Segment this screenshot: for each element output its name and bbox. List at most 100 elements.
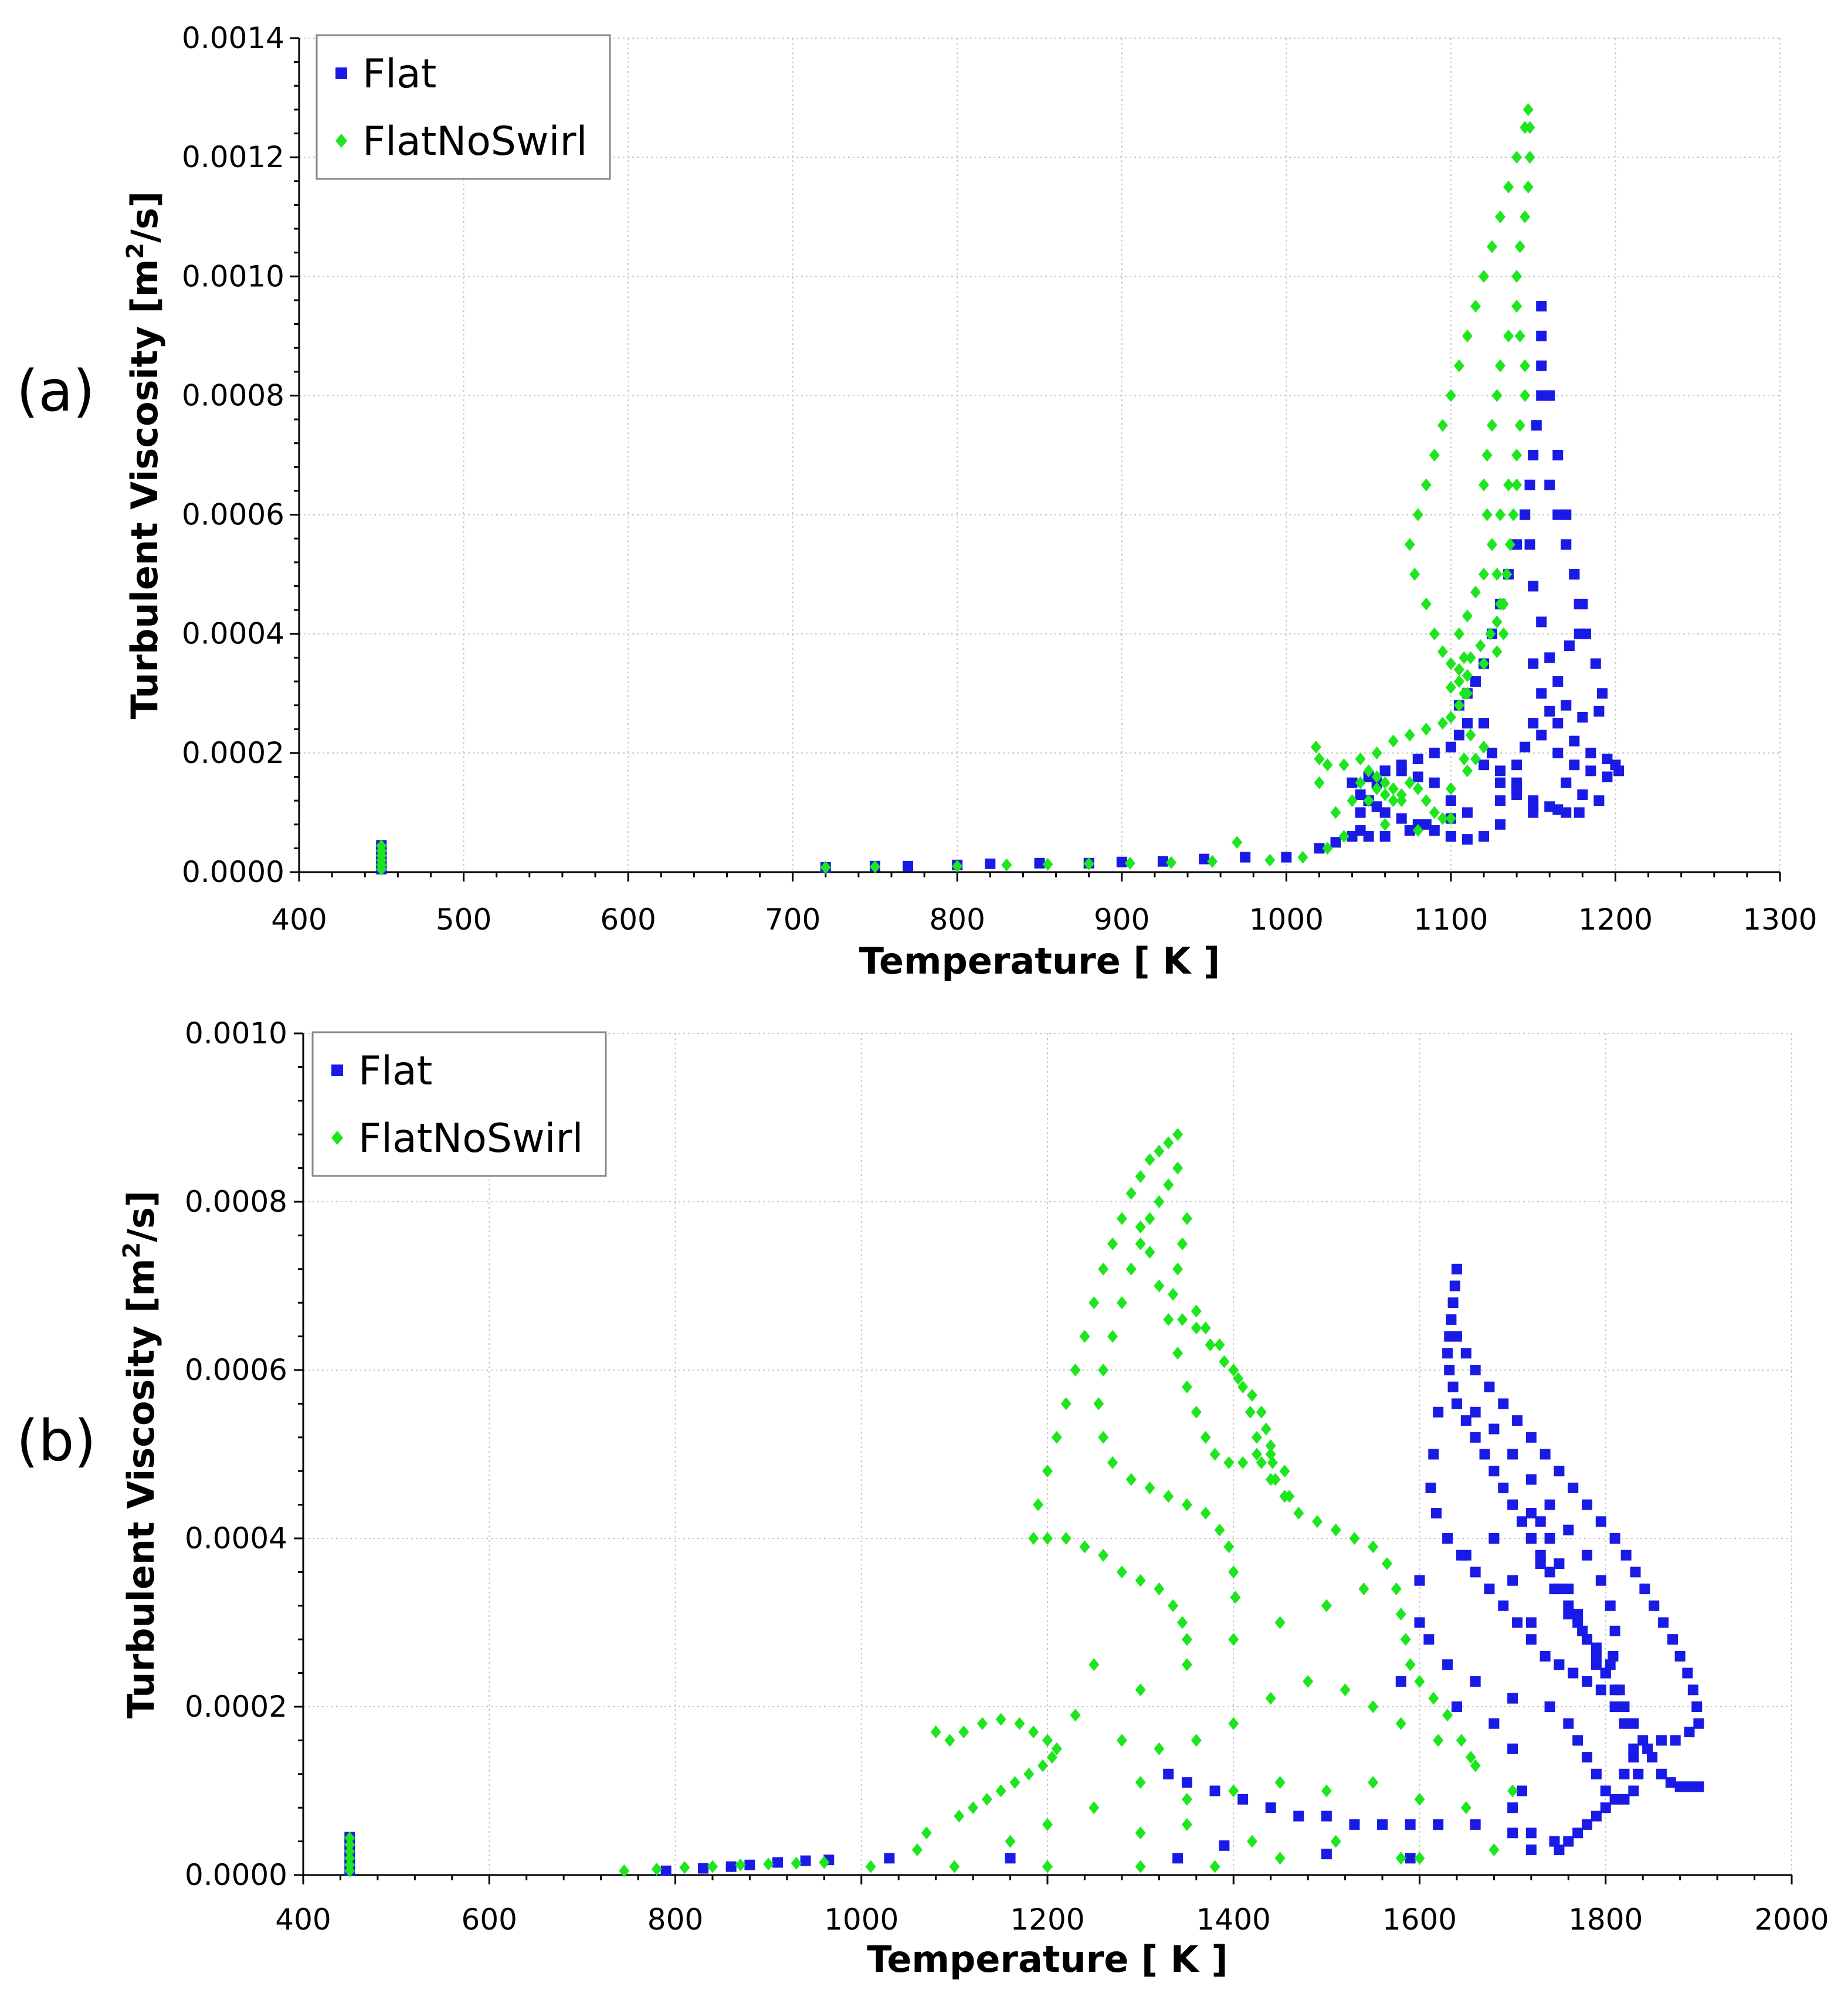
data-point-flatnoswirl: [1462, 329, 1473, 343]
data-point-flat: [1582, 1499, 1593, 1510]
data-point-flat: [1540, 1449, 1551, 1460]
panel-label: (a): [16, 358, 95, 424]
data-point-flat: [1377, 1819, 1388, 1830]
data-point-flatnoswirl: [1060, 1532, 1071, 1545]
data-point-flat: [1591, 1642, 1602, 1653]
x-tick-label: 2000: [1754, 1903, 1829, 1937]
data-point-flatnoswirl: [1453, 699, 1464, 712]
data-point-flat: [1445, 831, 1456, 842]
data-point-flat: [1619, 1768, 1630, 1779]
data-point-flatnoswirl: [1237, 1456, 1249, 1469]
data-point-flat: [1488, 1533, 1500, 1544]
x-tick-label: 900: [1094, 903, 1150, 937]
data-point-flat: [1585, 765, 1596, 777]
data-point-flat: [1445, 741, 1456, 752]
data-point-flat: [1528, 450, 1539, 460]
data-point-flatnoswirl: [1042, 1734, 1053, 1747]
data-point-flatnoswirl: [1135, 1683, 1146, 1697]
data-point-flatnoswirl: [1293, 1506, 1304, 1520]
legend-label: FlatNoSwirl: [358, 1116, 583, 1162]
data-point-flat: [1470, 1819, 1481, 1830]
data-point-flatnoswirl: [1223, 1540, 1235, 1554]
data-point-flatnoswirl: [1470, 1759, 1481, 1772]
data-point-flat: [1577, 789, 1588, 800]
data-point-flat: [1396, 813, 1407, 824]
data-point-flatnoswirl: [1495, 210, 1506, 223]
data-point-flatnoswirl: [1371, 770, 1382, 784]
data-point-flat: [1495, 765, 1506, 777]
data-point-flat: [1544, 1701, 1555, 1712]
data-point-flat: [1633, 1768, 1644, 1779]
data-point-flatnoswirl: [1233, 1372, 1244, 1385]
data-point-flatnoswirl: [1404, 776, 1415, 789]
data-point-flatnoswirl: [1437, 645, 1448, 659]
data-point-flatnoswirl: [1154, 1144, 1165, 1158]
data-point-flatnoswirl: [1412, 508, 1423, 521]
data-point-flatnoswirl: [1420, 794, 1432, 808]
data-point-flatnoswirl: [1503, 478, 1514, 491]
data-point-flat: [1488, 1718, 1500, 1729]
data-point-flatnoswirl: [1219, 1355, 1230, 1368]
data-point-flatnoswirl: [1470, 585, 1481, 599]
data-point-flatnoswirl: [1089, 1801, 1100, 1815]
data-point-flat: [1544, 479, 1555, 490]
data-point-flatnoswirl: [1507, 1784, 1518, 1798]
data-point-flat: [1536, 616, 1547, 628]
data-point-flat: [1561, 539, 1572, 550]
data-point-flat: [1544, 706, 1555, 717]
data-point-flat: [1605, 1659, 1616, 1670]
data-point-flatnoswirl: [1371, 746, 1382, 760]
data-point-flatnoswirl: [1079, 1540, 1090, 1554]
data-point-flat: [1613, 765, 1625, 777]
data-point-flatnoswirl: [1479, 270, 1489, 283]
data-point-flat: [1237, 1794, 1249, 1805]
data-point-flat: [1595, 1684, 1606, 1696]
y-tick-label: 0.0012: [182, 140, 284, 174]
legend: Flat FlatNoSwirl: [311, 1031, 607, 1177]
data-point-flat: [1628, 1718, 1639, 1729]
data-point-flatnoswirl: [976, 1717, 988, 1730]
data-point-flatnoswirl: [1279, 1464, 1290, 1478]
data-point-flatnoswirl: [981, 1792, 992, 1806]
data-point-flatnoswirl: [1391, 1582, 1402, 1596]
data-point-flatnoswirl: [344, 1858, 355, 1872]
data-point-flat: [1516, 1785, 1527, 1796]
data-point-flat: [1544, 1499, 1555, 1510]
x-tick-label: 600: [462, 1903, 517, 1937]
data-point-flat: [1619, 1718, 1630, 1729]
data-point-flat: [1451, 1398, 1462, 1409]
data-point-flatnoswirl: [1023, 1767, 1035, 1781]
data-point-flat: [1507, 1449, 1518, 1460]
data-point-flat: [1595, 1575, 1606, 1586]
data-point-flatnoswirl: [1363, 764, 1374, 778]
data-point-flatnoswirl: [1488, 1843, 1500, 1856]
data-point-flatnoswirl: [1135, 1776, 1146, 1789]
data-point-flatnoswirl: [344, 1845, 355, 1858]
data-point-flat: [1572, 1735, 1583, 1746]
data-point-flatnoswirl: [1479, 568, 1489, 581]
data-point-flatnoswirl: [1437, 419, 1448, 432]
data-point-flat: [772, 1857, 783, 1868]
data-point-flat: [1561, 700, 1572, 711]
data-point-flatnoswirl: [1042, 1464, 1053, 1478]
x-tick-label: 800: [930, 903, 985, 937]
data-point-flatnoswirl: [1251, 1447, 1262, 1461]
data-point-flatnoswirl: [1487, 240, 1498, 253]
data-point-flatnoswirl: [791, 1856, 802, 1870]
data-point-flatnoswirl: [1009, 1776, 1020, 1789]
data-point-flat: [1535, 1550, 1546, 1561]
data-point-flatnoswirl: [1462, 669, 1473, 682]
data-point-flatnoswirl: [1116, 1734, 1127, 1747]
data-point-flatnoswirl: [1465, 651, 1476, 665]
data-point-flat: [1488, 1423, 1500, 1435]
data-point-flatnoswirl: [1485, 627, 1496, 640]
data-point-flat: [1674, 1781, 1686, 1792]
data-point-flatnoswirl: [1125, 1262, 1137, 1276]
data-point-flatnoswirl: [1322, 758, 1333, 772]
data-point-flatnoswirl: [1116, 1212, 1127, 1225]
data-point-flat: [1442, 1348, 1453, 1359]
data-point-flat: [1563, 1600, 1574, 1611]
data-point-flat: [1172, 1853, 1184, 1864]
data-point-flat: [1379, 807, 1391, 818]
data-point-flat: [1536, 360, 1547, 371]
